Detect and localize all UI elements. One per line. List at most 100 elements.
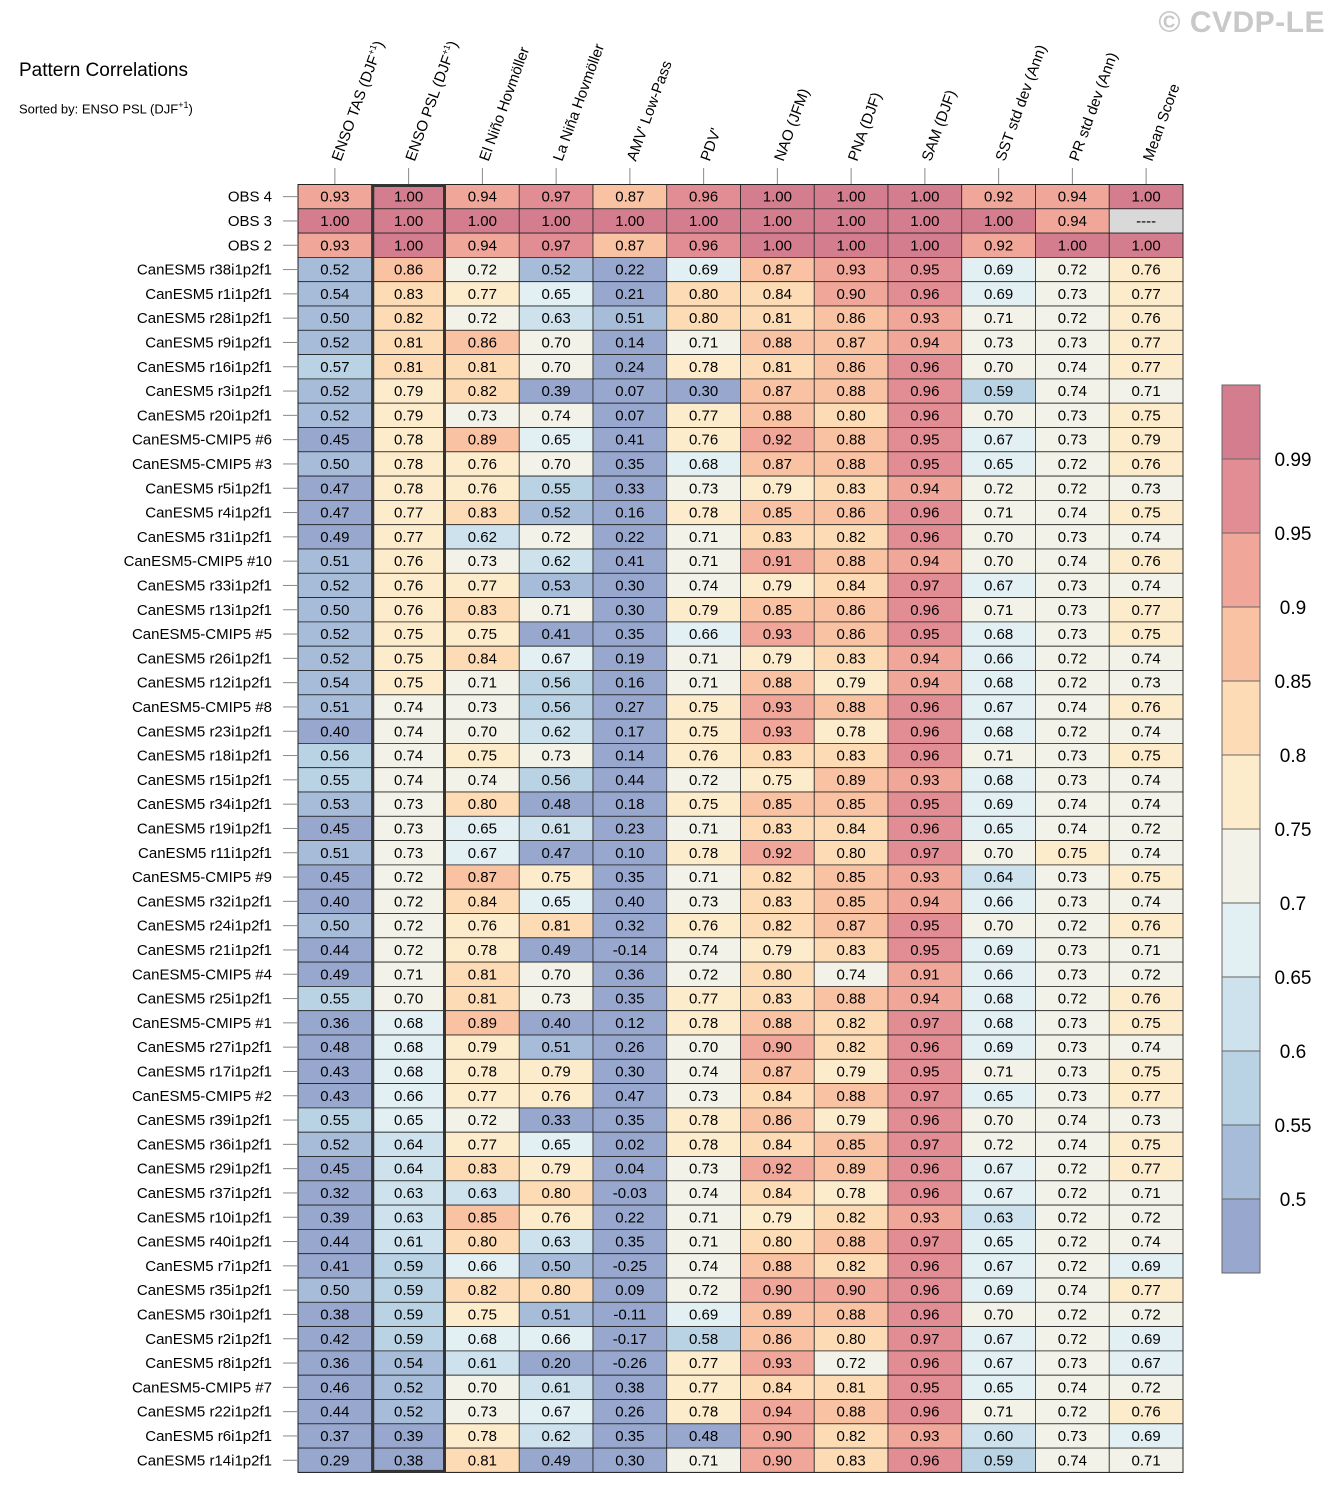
heatmap-cell [887,451,963,477]
heatmap-cell [518,840,594,866]
heatmap-cell [666,937,741,963]
cell-value-label: 0.92 [763,845,792,862]
cell-value-label: 0.95 [910,262,939,279]
cell-value-label: 0.81 [468,1452,497,1469]
row-label: CanESM5 r6i1p2f1 [145,1428,272,1445]
colorbar-tick-label: 0.55 [1275,1116,1312,1137]
heatmap-cell [740,986,815,1012]
heatmap-cell [666,1058,741,1085]
cell-value-label: 0.84 [763,286,792,303]
heatmap-cell [1108,961,1184,987]
cell-value-label: 0.89 [837,1161,866,1178]
row-label: CanESM5 r8i1p2f1 [145,1355,272,1372]
column-header-text: El Niño Hovmöller [476,45,533,164]
row-label: CanESM5 r36i1p2f1 [137,1136,272,1153]
cell-value-label: 0.77 [1132,1088,1161,1105]
cell-value-label: 0.79 [763,480,792,497]
heatmap-cell [666,548,741,574]
cell-value-label: 0.52 [320,407,349,424]
cell-value-label: 0.35 [615,626,644,643]
cell-value-label: 0.97 [910,845,939,862]
cell-value-label: 1.00 [910,237,939,254]
cell-value-label: 0.76 [1132,918,1161,935]
cell-value-label: 1.00 [689,213,718,230]
cell-value-label: 0.55 [320,991,349,1008]
heatmap-cell [961,1131,1036,1157]
heatmap-cell [666,451,741,477]
heatmap-cell [518,256,594,283]
heatmap-cell [1108,913,1184,939]
cell-value-label: 0.72 [984,480,1013,497]
row-label: CanESM5 r20i1p2f1 [137,407,272,424]
cell-value-label: 0.92 [763,1161,792,1178]
row-label: CanESM5 r1i1p2f1 [145,286,272,303]
cell-value-label: 0.83 [763,748,792,765]
heatmap-cell [1108,1083,1184,1109]
cell-value-label: 0.93 [763,723,792,740]
cell-value-label: 0.56 [542,675,571,692]
heatmap-cell [740,961,815,987]
heatmap-cell [666,256,741,283]
cell-value-label: 0.72 [542,529,571,546]
heatmap-cell [1108,475,1184,501]
heatmap-cell [592,1326,668,1352]
heatmap-cell [1035,986,1110,1012]
cell-value-label: 0.87 [615,189,644,206]
cell-value-label: 0.97 [910,1015,939,1032]
cell-value-label: 0.94 [1058,213,1087,230]
heatmap-cell [445,572,520,598]
cell-value-label: 0.53 [320,796,349,813]
heatmap-cell [740,232,815,258]
heatmap-cell [1035,232,1110,258]
heatmap-cell [740,1010,815,1036]
cell-value-label: 0.69 [984,262,1013,279]
heatmap-cell [1035,427,1110,453]
cell-value-label: 0.94 [910,480,939,497]
heatmap-cell [813,402,889,428]
colorbar-segment [1222,533,1260,607]
cell-value-label: 0.87 [468,869,497,886]
cell-value-label: 0.79 [837,675,866,692]
cell-value-label: 0.72 [689,772,718,789]
cell-value-label: 0.67 [984,1185,1013,1202]
cell-value-label: 0.76 [394,602,423,619]
cell-value-label: 0.71 [984,505,1013,522]
cell-value-label: 0.62 [542,1428,571,1445]
heatmap-cell [297,329,373,355]
cell-value-label: 0.26 [615,1404,644,1421]
heatmap-cell [445,694,520,720]
cell-value-label: 0.81 [763,359,792,376]
cell-value-label: 0.72 [689,1282,718,1299]
cell-value-label: 0.92 [984,189,1013,206]
cell-value-label: 0.96 [910,602,939,619]
heatmap-cell [1035,1204,1110,1230]
cell-value-label: 0.96 [910,1452,939,1469]
heatmap-cell [887,208,963,234]
heatmap-cell [518,548,594,574]
cell-value-label: 0.44 [320,942,349,959]
heatmap-cell [297,451,373,477]
heatmap-cell [297,1301,373,1328]
cell-value-label: 0.95 [910,796,939,813]
cell-value-label: 0.96 [910,1282,939,1299]
colorbar-segment [1222,755,1260,829]
heatmap-cell [1108,840,1184,866]
heatmap-cell [592,427,668,453]
column-header-text: Mean Score [1140,82,1184,164]
cell-value-label: 0.70 [984,1112,1013,1129]
heatmap-cell [813,281,889,307]
cell-value-label: 0.57 [320,359,349,376]
cell-value-label: 0.93 [320,237,349,254]
cell-value-label: 0.72 [1058,310,1087,327]
heatmap-cell [371,402,446,428]
cell-value-label: 0.79 [689,602,718,619]
heatmap-cell [1108,378,1184,404]
cell-value-label: 0.69 [689,1306,718,1323]
heatmap-cell [961,694,1036,720]
cell-value-label: 0.68 [984,991,1013,1008]
cell-value-label: 0.18 [615,796,644,813]
cell-value-label: 0.32 [320,1185,349,1202]
cell-value-label: 0.85 [837,869,866,886]
heatmap-cell [1108,1399,1184,1425]
heatmap-cell [813,1156,889,1182]
